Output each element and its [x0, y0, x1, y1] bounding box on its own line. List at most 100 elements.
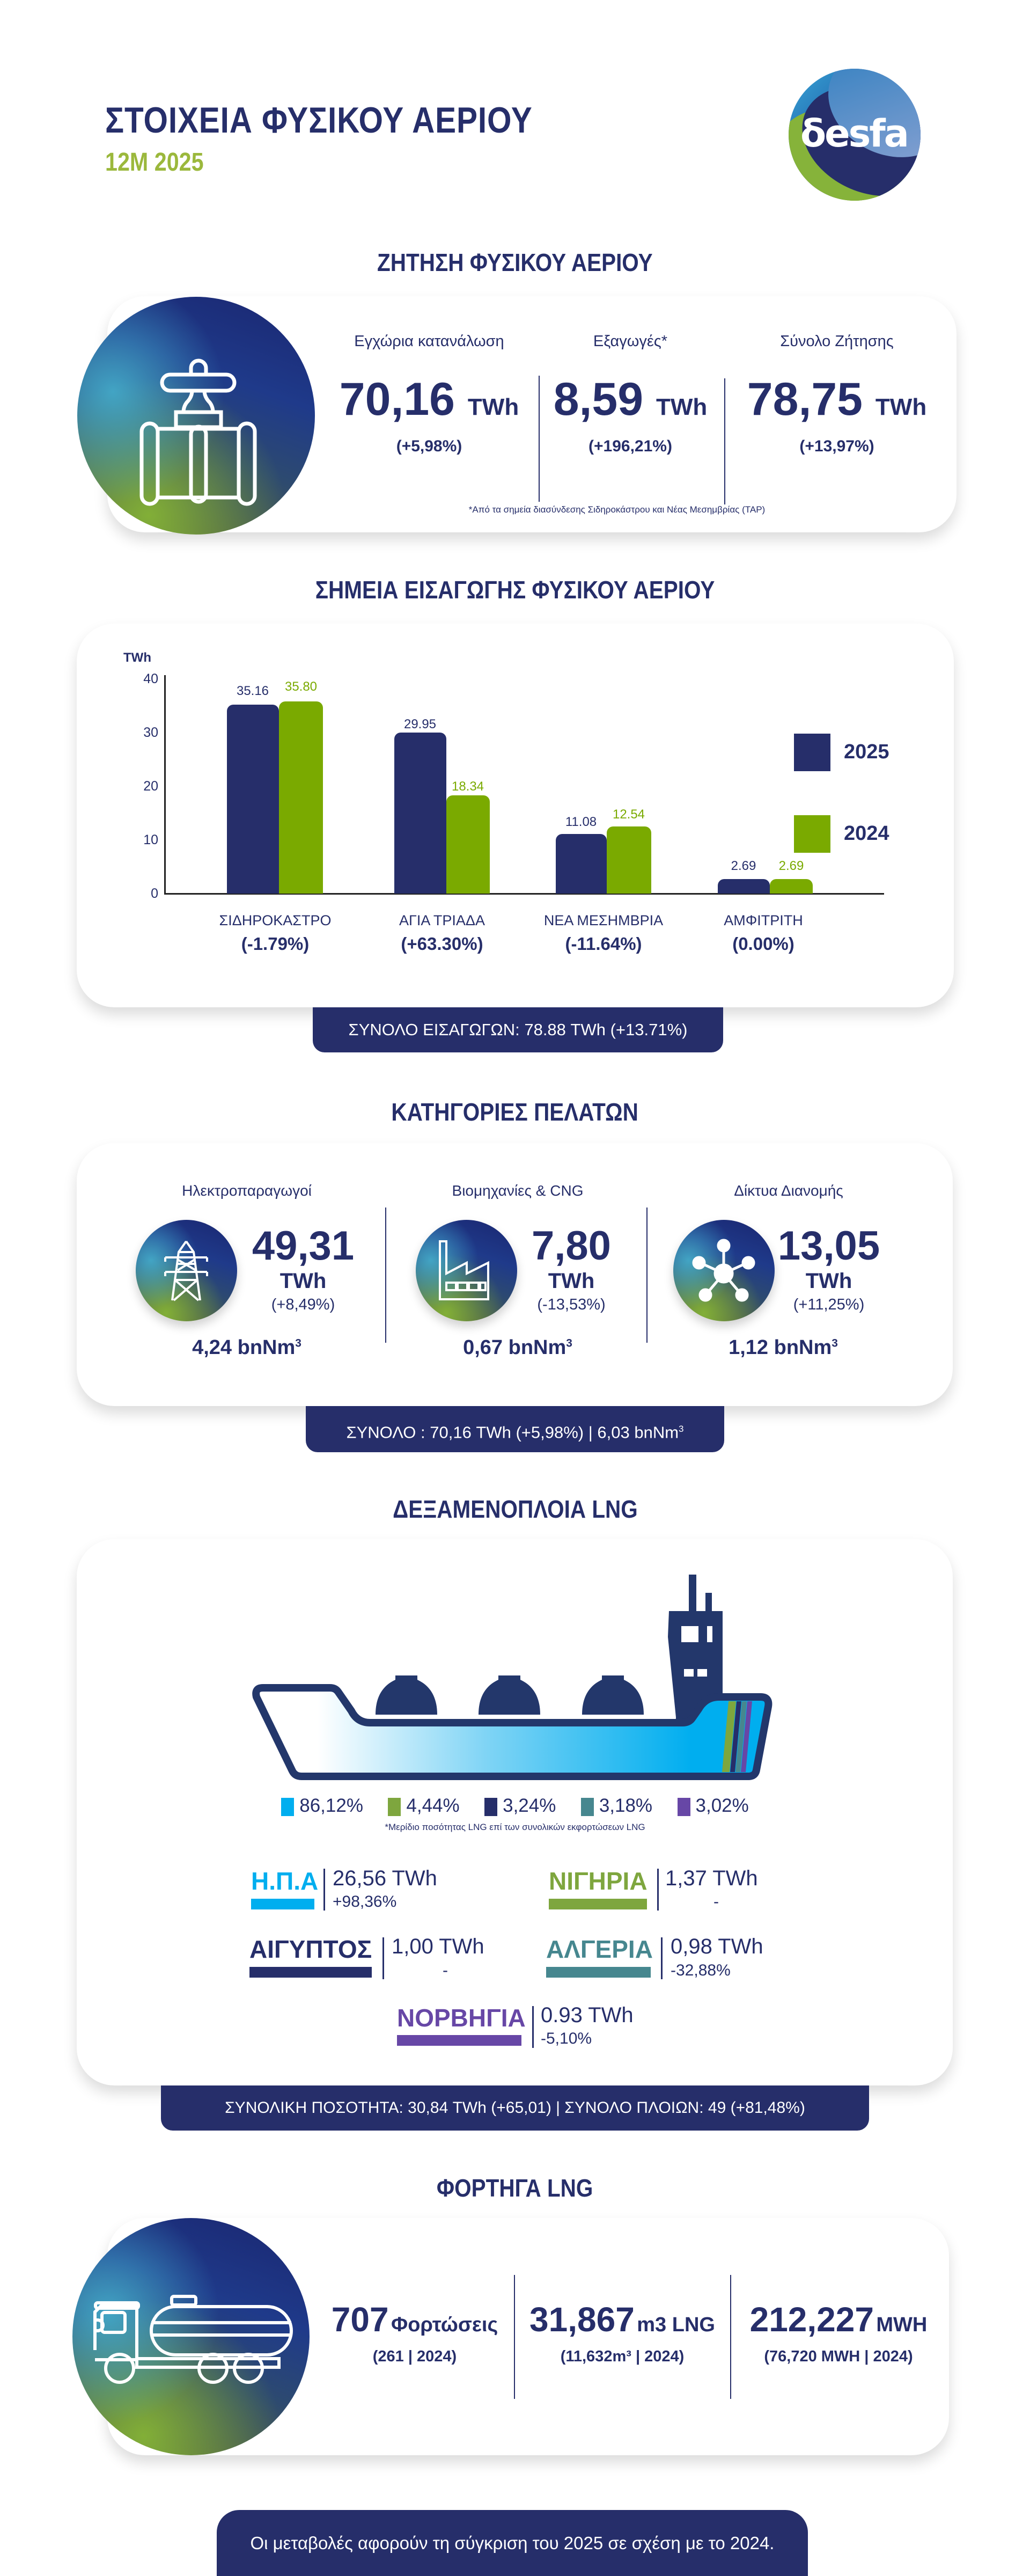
section-title-lng-tankers: ΔΕΞΑΜΕΝΟΠΛΟΙΑ LNG	[392, 1495, 638, 1523]
divider	[514, 2275, 515, 2399]
divider	[661, 1937, 663, 1979]
truck-stat-volume: 31,867 m3 LNG	[529, 2300, 715, 2339]
legend-swatch	[281, 1797, 295, 1816]
category-label: ΑΓΙΑ ΤΡΙΑΔΑ	[399, 912, 485, 928]
y-tick: 0	[151, 886, 158, 901]
truck-stat-energy-prev: (76,720 MWH | 2024)	[764, 2348, 913, 2365]
divider	[532, 2006, 534, 2048]
legend-swatch	[580, 1797, 594, 1816]
x-axis	[164, 893, 884, 895]
category-change: (-11.64%)	[565, 934, 642, 954]
country-value-egypt: 1,00 TWh	[392, 1935, 484, 1958]
truck-stat-loadings-prev: (261 | 2024)	[372, 2348, 457, 2365]
country-name-norway: ΝΟΡΒΗΓΙΑ	[397, 2004, 526, 2032]
lng-ship-icon	[252, 1575, 772, 1780]
stat-label-exports: Εξαγωγές*	[593, 333, 668, 350]
truck-icon-circle	[72, 2218, 310, 2455]
truck-stat-loadings: 707 Φορτώσεις	[331, 2300, 498, 2339]
bar-2025-amfitriti[interactable]	[718, 879, 770, 894]
lng-tankers-total-banner: ΣΥΝΟΛΙΚΗ ΠΟΣΟΤΗΤΑ: 30,84 TWh (+65,01) | …	[161, 2085, 869, 2131]
section-title-imports: ΣΗΜΕΙΑ ΕΙΣΑΓΩΓΗΣ ΦΥΣΙΚΟΥ ΑΕΡΙΟΥ	[315, 576, 715, 604]
legend-item-algeria: 3,18%	[580, 1795, 652, 1817]
divider	[724, 378, 725, 504]
network-hub-icon	[692, 1239, 755, 1302]
country-change-nigeria: -	[713, 1893, 719, 1911]
stat-value-domestic: 70,16 TWh	[339, 374, 519, 425]
customer-unit-industry: TWh	[548, 1269, 595, 1293]
bar-2025-agia-triada[interactable]	[394, 733, 446, 894]
customer-change-industry: (-13,53%)	[537, 1296, 606, 1313]
bar-value-label: 12.54	[612, 807, 645, 822]
page-title: ΣΤΟΙΧΕΙΑ ΦΥΣΙΚΟΥ ΑΕΡΙΟΥ	[105, 100, 533, 141]
legend-swatch-2024	[794, 815, 830, 853]
y-tick: 30	[143, 725, 158, 740]
customer-volume-distribution: 1,12 bnNm3	[729, 1336, 838, 1359]
truck-stat-volume-prev: (11,632m³ | 2024)	[560, 2348, 685, 2365]
stat-change-exports: (+196,21%)	[588, 437, 672, 455]
customer-change-power: (+8,49%)	[271, 1296, 335, 1313]
customer-label-distribution: Δίκτυα Διανομής	[734, 1182, 843, 1199]
bar-2025-sidirokastro[interactable]	[227, 705, 279, 894]
y-tick: 20	[143, 779, 158, 794]
y-tick: 10	[143, 832, 158, 847]
country-bar-algeria	[546, 1967, 651, 1978]
power-icon-circle	[136, 1220, 237, 1321]
legend-swatch	[484, 1797, 498, 1816]
country-bar-usa	[251, 1899, 314, 1909]
bar-2024-amfitriti[interactable]	[770, 879, 813, 894]
distribution-icon-circle	[673, 1220, 775, 1321]
legend-label-2024: 2024	[844, 822, 889, 845]
bar-value-label: 29.95	[403, 717, 437, 731]
divider	[323, 1869, 325, 1911]
customer-unit-power: TWh	[279, 1269, 327, 1293]
stat-label-total-demand: Σύνολο Ζήτησης	[780, 333, 894, 350]
category-change: (-1.79%)	[241, 934, 310, 954]
bar-2024-nea-mesimvria[interactable]	[607, 826, 651, 894]
bar-value-label: 35.80	[284, 679, 318, 694]
valve-icon	[139, 358, 257, 506]
bar-value-label: 2.69	[778, 859, 804, 873]
bar-2024-sidirokastro[interactable]	[279, 701, 323, 894]
customer-change-distribution: (+11,25%)	[793, 1296, 865, 1313]
legend-swatch	[677, 1797, 690, 1816]
stat-value-total-demand: 78,75 TWh	[747, 374, 927, 425]
country-value-norway: 0.93 TWh	[541, 2003, 634, 2027]
y-tick: 40	[143, 671, 158, 686]
country-change-norway: -5,10%	[541, 2030, 592, 2047]
period-label: 12M 2025	[105, 148, 204, 177]
bar-2024-agia-triada[interactable]	[446, 795, 490, 894]
customer-value-industry: 7,80	[532, 1223, 611, 1269]
demand-icon-circle	[77, 297, 315, 535]
demand-footnote: *Από τα σημεία διασύνδεσης Σιδηροκάστρου…	[468, 504, 766, 515]
country-change-usa: +98,36%	[333, 1893, 397, 1911]
country-name-egypt: ΑΙΓΥΠΤΟΣ	[249, 1935, 372, 1963]
category-change: (+63.30%)	[401, 934, 483, 954]
desfa-logo: δesfa	[789, 69, 921, 201]
divider	[539, 376, 540, 502]
country-value-algeria: 0,98 TWh	[671, 1935, 763, 1958]
imports-total-banner: ΣΥΝΟΛΟ ΕΙΣΑΓΩΓΩΝ: 78.88 TWh (+13.71%)	[313, 1007, 723, 1052]
customer-value-power: 49,31	[252, 1223, 355, 1269]
tanker-truck-icon	[93, 2295, 293, 2384]
bar-2025-nea-mesimvria[interactable]	[556, 834, 607, 894]
legend-swatch-2025	[794, 734, 830, 771]
legend-swatch	[388, 1797, 401, 1816]
lng-legend-note: *Μερίδιο ποσότητας LNG επί των συνολικών…	[385, 1822, 645, 1832]
divider	[646, 1208, 648, 1343]
lng-share-legend: 86,12% 4,44% 3,24% 3,18% 3,02%	[0, 1795, 1030, 1817]
bar-value-label: 18.34	[451, 779, 484, 794]
stat-value-exports: 8,59 TWh	[553, 374, 708, 425]
divider	[382, 1937, 384, 1979]
legend-item-nigeria: 4,44%	[388, 1795, 460, 1817]
bar-value-label: 11.08	[565, 815, 597, 829]
divider	[730, 2275, 731, 2399]
lng-tankers-card	[77, 1539, 953, 2085]
country-value-nigeria: 1,37 TWh	[665, 1867, 758, 1890]
y-axis	[164, 675, 166, 894]
divider	[385, 1208, 386, 1343]
customer-unit-distribution: TWh	[805, 1269, 852, 1293]
logo-text: δesfa	[800, 112, 909, 156]
truck-stat-energy: 212,227 MWH	[749, 2300, 928, 2339]
country-change-egypt: -	[443, 1962, 448, 1979]
bar-value-label: 2.69	[731, 859, 756, 873]
